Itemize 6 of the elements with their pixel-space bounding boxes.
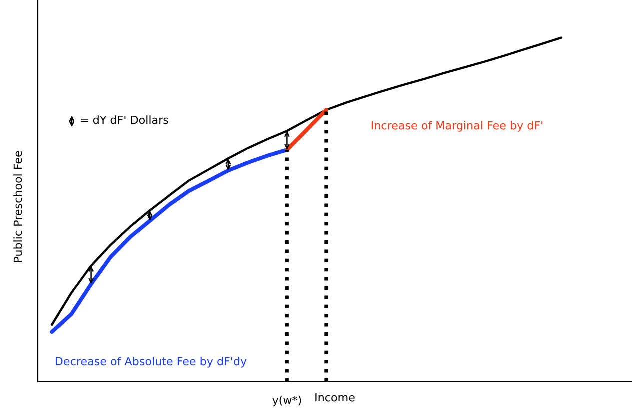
text: Increase of Marginal Fee by dF' bbox=[372, 121, 543, 132]
text: Decrease of Absolute Fee by dF'dy bbox=[56, 356, 247, 368]
text: y(w*) bbox=[272, 396, 302, 407]
x-axis-title: Income bbox=[316, 393, 355, 402]
annotation: = dY dF' Dollars bbox=[81, 116, 168, 124]
y-axis-title: Public Preschool Fee bbox=[14, 151, 22, 262]
